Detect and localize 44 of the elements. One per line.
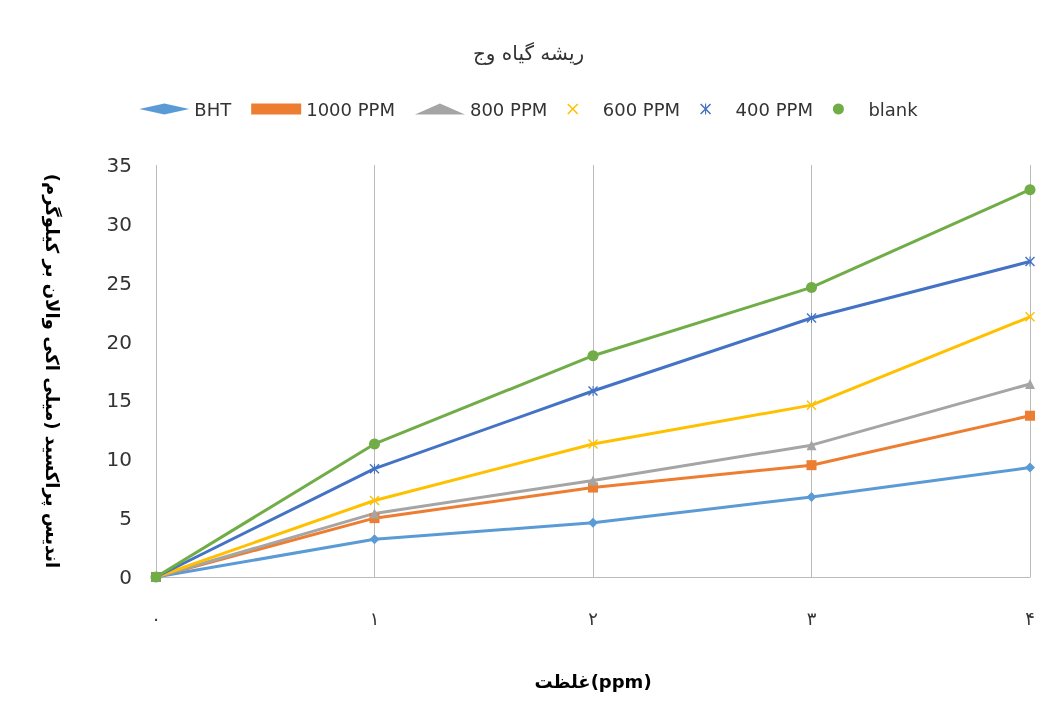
point xyxy=(369,534,380,545)
y-tick-label: 30 xyxy=(106,211,132,236)
point xyxy=(806,400,817,411)
legend-label: 1000 PPM xyxy=(306,98,395,120)
x-tick-label: ۴ xyxy=(1025,607,1035,629)
legend-label: 400 PPM xyxy=(735,98,813,120)
point xyxy=(369,463,380,474)
y-tick-label: 10 xyxy=(106,447,132,472)
y-tick-label: 25 xyxy=(106,270,132,295)
point xyxy=(369,495,380,506)
y-tick-label: 0 xyxy=(119,565,132,589)
y-axis-title: اندیس پراکسید (میلی اکی والان بر کیلوگرم) xyxy=(40,173,63,569)
legend-label: BHT xyxy=(194,98,233,120)
y-tick-label: 20 xyxy=(106,329,132,354)
point xyxy=(369,438,380,450)
x-tick-label: ۱ xyxy=(369,607,380,629)
point xyxy=(588,386,598,397)
point xyxy=(1025,256,1035,267)
point xyxy=(1025,410,1035,421)
x-tick-label: ۰ xyxy=(151,607,161,629)
point xyxy=(588,438,598,449)
point xyxy=(1025,311,1035,322)
point xyxy=(806,281,817,293)
legend-label: 800 PPM xyxy=(469,98,548,120)
point xyxy=(806,440,817,451)
y-tick-label: 15 xyxy=(106,388,132,413)
legend-label: blank xyxy=(868,98,919,120)
y-tick-label: 35 xyxy=(106,153,132,177)
x-tick-label: ۲ xyxy=(588,607,598,629)
legend-label: 600 PPM xyxy=(602,98,681,120)
x-axis-title: غلظت(ppm) xyxy=(534,670,652,692)
point xyxy=(1025,462,1035,473)
point xyxy=(588,475,598,486)
point xyxy=(1025,378,1035,389)
point xyxy=(369,508,380,519)
point xyxy=(806,491,817,502)
y-tick-label: 5 xyxy=(119,506,132,531)
point xyxy=(806,313,817,324)
point xyxy=(1024,184,1036,196)
point xyxy=(587,350,599,362)
point xyxy=(588,517,598,528)
point xyxy=(806,460,817,471)
x-tick-label: ۳ xyxy=(806,607,817,629)
chart-title: ریشه گیاه وج xyxy=(472,41,585,65)
